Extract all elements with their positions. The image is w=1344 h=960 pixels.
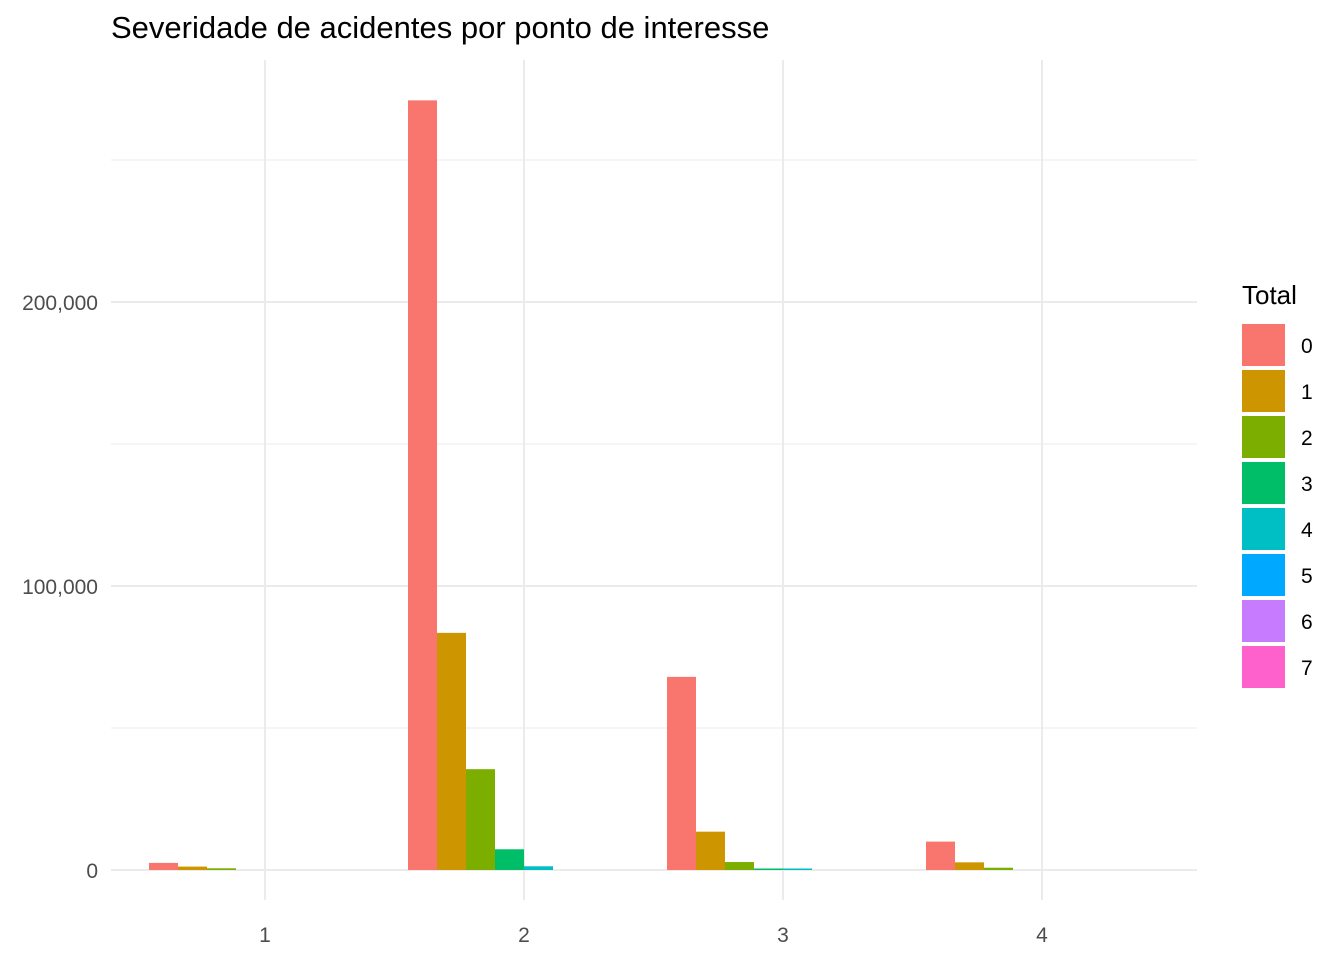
bar-1-series-2 bbox=[207, 868, 236, 870]
bar-3-series-0 bbox=[667, 676, 696, 870]
bar-3-series-1 bbox=[696, 831, 725, 870]
legend-swatch-4 bbox=[1242, 508, 1285, 550]
legend-label-6: 6 bbox=[1301, 611, 1313, 634]
bar-4-series-1 bbox=[955, 862, 984, 870]
bar-2-series-3 bbox=[495, 849, 524, 870]
y-axis-ticks: 0 100,000 200,000 bbox=[22, 292, 98, 883]
x-tick-label: 3 bbox=[777, 924, 789, 947]
legend-label-4: 4 bbox=[1301, 519, 1313, 542]
bar-3-series-2 bbox=[725, 862, 754, 870]
y-tick-label: 0 bbox=[86, 860, 98, 883]
bar-4-series-2 bbox=[984, 867, 1013, 870]
legend-swatch-7 bbox=[1242, 646, 1285, 688]
legend-swatch-5 bbox=[1242, 554, 1285, 596]
legend-title: Total bbox=[1242, 280, 1297, 310]
bar-2-series-4 bbox=[524, 866, 553, 870]
bar-3-series-4 bbox=[783, 868, 812, 870]
y-tick-label: 100,000 bbox=[22, 576, 98, 599]
bar-2-series-2 bbox=[466, 769, 495, 870]
bar-1-series-1 bbox=[178, 866, 207, 870]
y-tick-label: 200,000 bbox=[22, 292, 98, 315]
legend-label-3: 3 bbox=[1301, 473, 1313, 496]
legend-label-5: 5 bbox=[1301, 565, 1313, 588]
legend-label-0: 0 bbox=[1301, 335, 1313, 358]
bar-3-series-3 bbox=[754, 868, 783, 870]
x-tick-label: 1 bbox=[259, 924, 271, 947]
bar-1-series-0 bbox=[149, 862, 178, 870]
bar-2-series-1 bbox=[437, 632, 466, 870]
legend-swatch-0 bbox=[1242, 324, 1285, 366]
bars bbox=[149, 100, 1013, 871]
x-axis-ticks: 1 2 3 4 bbox=[259, 924, 1048, 947]
legend-label-7: 7 bbox=[1301, 657, 1313, 680]
legend-swatch-3 bbox=[1242, 462, 1285, 504]
legend-swatch-6 bbox=[1242, 600, 1285, 642]
chart-title: Severidade de acidentes por ponto de int… bbox=[111, 10, 770, 45]
x-tick-label: 4 bbox=[1036, 924, 1048, 947]
legend-swatch-2 bbox=[1242, 416, 1285, 458]
grid-lines bbox=[111, 60, 1197, 900]
x-tick-label: 2 bbox=[518, 924, 530, 947]
bar-2-series-0 bbox=[408, 100, 437, 871]
bar-4-series-0 bbox=[926, 841, 955, 870]
legend-label-1: 1 bbox=[1301, 381, 1313, 404]
legend-swatch-1 bbox=[1242, 370, 1285, 412]
legend-label-2: 2 bbox=[1301, 427, 1313, 450]
legend: 0 1 2 3 4 5 6 7 bbox=[1242, 324, 1313, 688]
